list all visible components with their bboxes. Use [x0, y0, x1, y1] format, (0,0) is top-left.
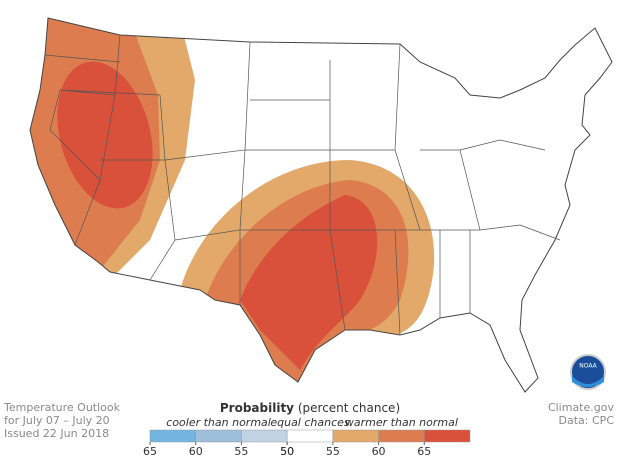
caption-line: for July 07 – July 20	[4, 414, 110, 427]
noaa-logo: NOAA	[570, 354, 606, 390]
caption-line: Issued 22 Jun 2018	[4, 427, 109, 440]
legend-tick-label: 50	[280, 445, 294, 458]
state-lines	[44, 34, 561, 336]
legend-bin	[286, 429, 334, 443]
legend-bin	[241, 429, 288, 443]
legend-tick-label: 65	[417, 445, 431, 458]
legend-tick-label: 60	[372, 445, 386, 458]
legend-tick-label: 55	[234, 445, 248, 458]
legend-tick-label: 60	[189, 445, 203, 458]
caption-line: Temperature Outlook	[3, 401, 121, 414]
legend-bin	[424, 429, 471, 443]
legend-title-main: Probability	[220, 401, 294, 415]
legend-title: Probability (percent chance)	[220, 401, 400, 415]
credit-line: Climate.gov	[548, 401, 615, 414]
legend-category: warmer than normal	[345, 416, 458, 429]
legend-tick-label: 55	[326, 445, 340, 458]
legend-subtitle: (percent chance)	[298, 401, 400, 415]
legend-category: equal chances	[270, 416, 350, 429]
map-body	[30, 18, 435, 390]
legend-bin	[378, 429, 425, 443]
legend-bin	[195, 429, 242, 443]
legend-category: cooler than normal	[166, 416, 271, 429]
legend-tick-label: 50	[280, 445, 294, 458]
legend-tick-label: 65	[143, 445, 157, 458]
logo-text: NOAA	[579, 363, 597, 370]
hot-area-south	[240, 195, 378, 370]
legend-bin	[332, 429, 379, 443]
hot-area-west	[57, 61, 153, 209]
credit-line: Data: CPC	[559, 414, 615, 427]
legend-bin	[149, 429, 196, 443]
